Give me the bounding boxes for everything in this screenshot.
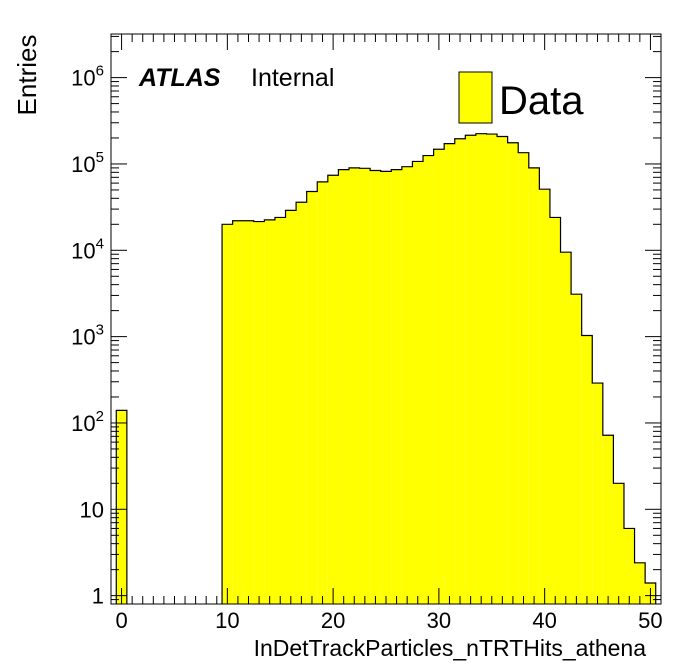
axis-tick-labels: 0 10 20 30 40 50 1 10 102 103 104 105 106 xyxy=(71,63,662,633)
histogram-bar xyxy=(602,435,614,604)
histogram-bar xyxy=(560,252,572,604)
x-tick-label: 10 xyxy=(215,608,239,633)
axis-ticks xyxy=(110,34,662,605)
legend-label-data: Data xyxy=(499,79,584,123)
histogram-bar xyxy=(634,562,646,604)
histogram-bar xyxy=(613,483,624,604)
histogram-bar xyxy=(348,167,360,605)
y-tick-label: 1 xyxy=(92,584,104,609)
histogram-bar xyxy=(253,221,265,604)
histogram-bar xyxy=(317,181,328,604)
histogram-bar xyxy=(465,135,476,604)
histogram-bar xyxy=(486,134,498,604)
histogram-bar xyxy=(380,171,392,604)
histogram-bar xyxy=(359,168,371,605)
histogram-bar xyxy=(433,149,445,605)
histogram-bar xyxy=(243,220,254,604)
histogram-outline xyxy=(115,133,657,604)
histogram-bar xyxy=(571,294,582,604)
histogram-bar xyxy=(539,189,550,604)
histogram-bar xyxy=(528,167,540,605)
histogram-bar xyxy=(412,161,424,604)
histogram-bar xyxy=(549,217,561,604)
legend-swatch xyxy=(458,71,493,124)
histogram-bar xyxy=(581,335,593,604)
histogram-bar xyxy=(518,152,529,604)
histogram-bar xyxy=(592,383,603,604)
histogram-bar xyxy=(232,220,244,604)
atlas-internal-label: Internal xyxy=(251,64,334,92)
histogram-bar xyxy=(222,224,233,604)
histogram-bar xyxy=(623,528,635,604)
x-tick-label: 40 xyxy=(532,608,556,633)
histogram-bar xyxy=(285,210,297,604)
histogram-bar xyxy=(497,136,508,604)
x-tick-label: 30 xyxy=(427,608,451,633)
y-tick-label: 10 xyxy=(80,497,104,522)
histogram-bar xyxy=(370,170,381,605)
y-tick-label: 103 xyxy=(71,322,104,350)
histogram-bar xyxy=(306,191,318,604)
histogram-bar xyxy=(296,202,307,605)
histogram-bar xyxy=(327,175,339,605)
histogram-bar xyxy=(444,143,455,604)
histogram-bar xyxy=(401,166,413,604)
histogram-bar xyxy=(274,217,286,604)
y-axis-label: Entries xyxy=(12,35,42,116)
histogram-bar xyxy=(116,410,127,604)
histogram-bar xyxy=(454,138,466,605)
atlas-label: ATLAS xyxy=(138,64,221,92)
x-axis-label: InDetTrackParticles_nTRTHits_athena xyxy=(254,635,647,661)
x-tick-label: 50 xyxy=(638,608,662,633)
histogram-bar xyxy=(423,155,434,605)
histogram-bar xyxy=(264,219,275,605)
y-tick-label: 105 xyxy=(71,149,104,177)
y-tick-label: 104 xyxy=(71,235,104,263)
histogram-bar xyxy=(338,169,349,604)
x-tick-label: 0 xyxy=(115,608,127,633)
y-tick-label: 106 xyxy=(71,63,104,91)
histogram-bar xyxy=(391,169,402,604)
histogram-bins xyxy=(115,133,657,605)
histogram-bar xyxy=(475,133,487,604)
histogram-bar xyxy=(507,142,519,604)
x-tick-label: 20 xyxy=(321,608,345,633)
y-tick-label: 102 xyxy=(71,408,104,436)
